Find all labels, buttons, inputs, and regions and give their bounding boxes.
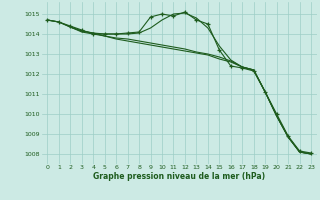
- X-axis label: Graphe pression niveau de la mer (hPa): Graphe pression niveau de la mer (hPa): [93, 172, 265, 181]
